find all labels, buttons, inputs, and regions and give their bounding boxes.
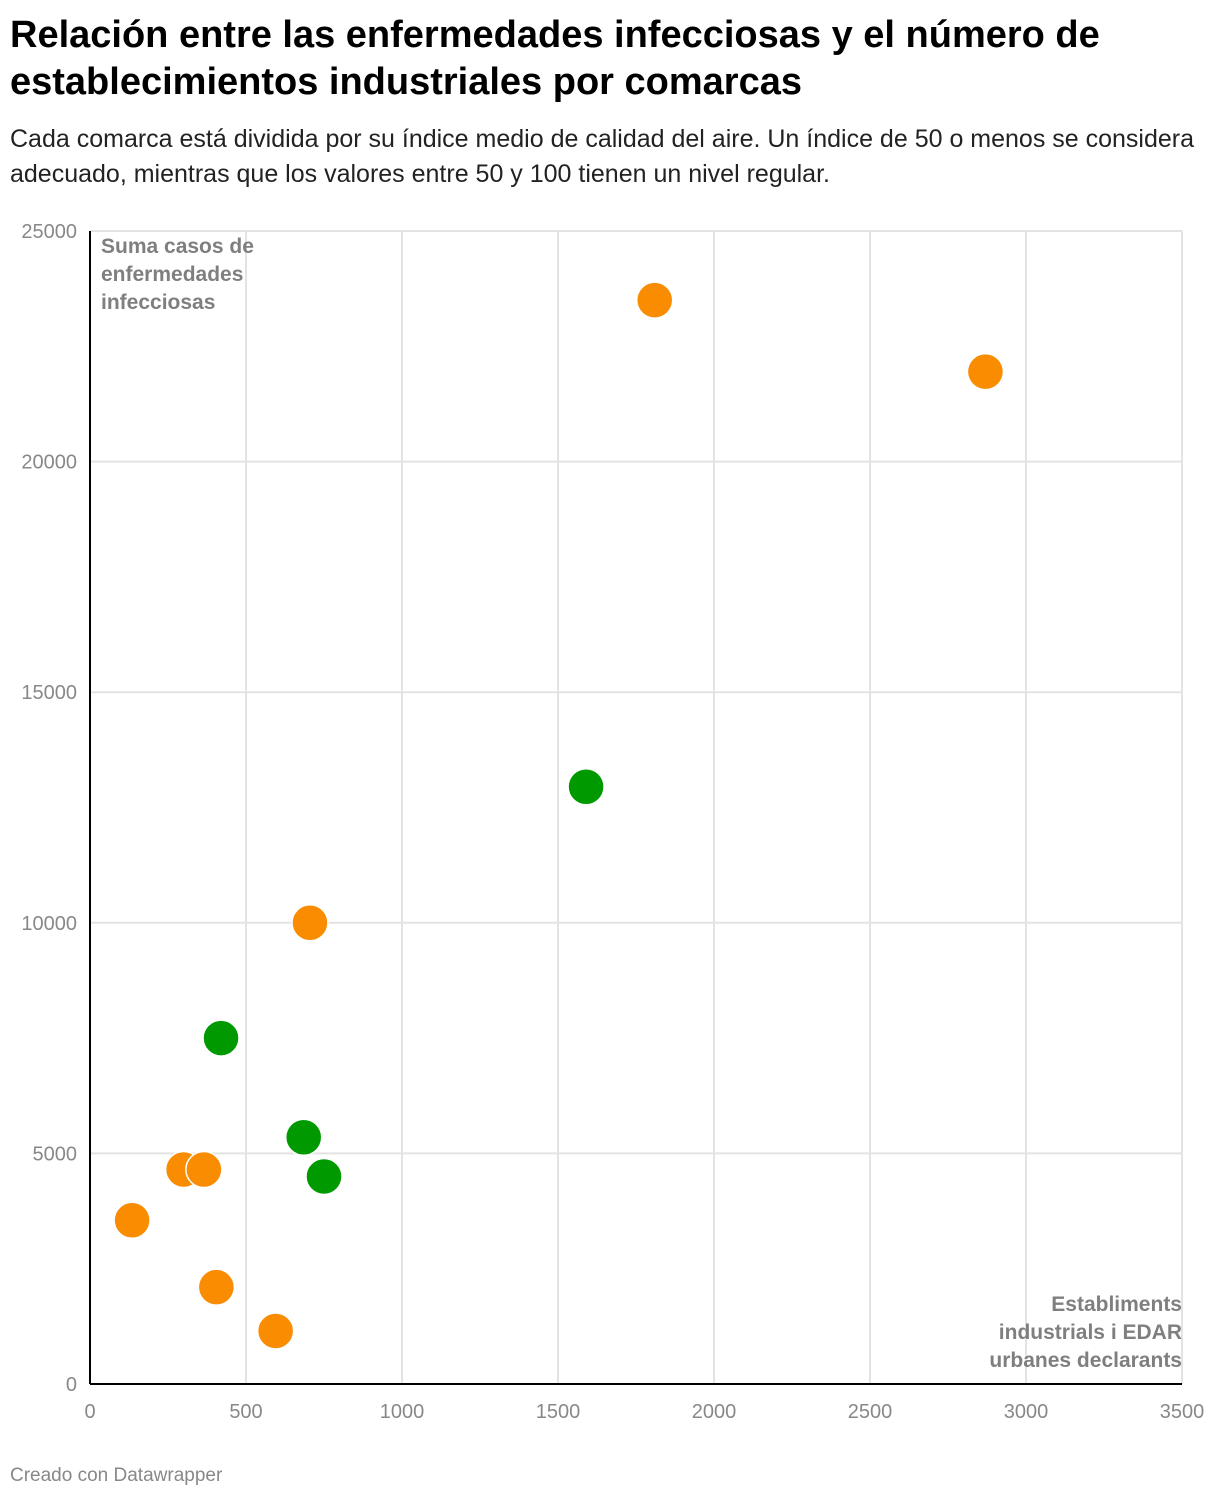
scatter-chart: 0 500 1000 1500 2000 2500 3000 3500 0 5000 10000 15… [21,221,1204,1423]
x-tick-label: 3000 [1004,1401,1049,1423]
x-tick-label: 0 [84,1401,95,1423]
data-point-adecuado [202,1019,240,1057]
x-axis-label-line: Establiments [1051,1293,1182,1316]
grid-layer [90,230,1183,1384]
data-point-adecuado [305,1157,343,1196]
data-point-regular [966,352,1005,391]
y-axis-label-line: enfermedades [101,263,243,286]
x-axis-label-line: industrials i EDAR [999,1321,1182,1344]
y-tick-label: 15000 [21,682,77,704]
x-tick-label: 2500 [848,1401,893,1423]
x-axis-label-line: urbanes declarants [989,1349,1182,1372]
x-tick-label: 1500 [536,1401,581,1423]
chart-header: Relación entre las enfermedades infeccio… [10,12,1210,192]
y-tick-label: 0 [66,1374,77,1396]
data-point-regular [635,281,674,319]
x-tick-label: 3500 [1160,1401,1205,1423]
footer-credit: Creado con Datawrapper [10,1465,223,1486]
y-tick-label: 10000 [21,913,77,935]
y-tick-label: 25000 [21,221,77,243]
axis-label-layer: Suma casos de enfermedades infecciosas Esta… [101,235,1182,1372]
data-point-layer [113,281,1005,1350]
y-axis-label-line: Suma casos de [101,235,254,258]
data-point-regular [291,904,329,942]
y-tick-label: 20000 [21,452,77,474]
x-tick-label: 2000 [692,1401,737,1423]
data-point-adecuado [567,767,605,806]
chart-subtitle: Cada comarca está dividida por su índice… [10,125,1195,188]
data-point-regular [185,1150,223,1189]
axis-layer: 0 500 1000 1500 2000 2500 3000 3500 0 5000 10000 15… [21,221,1204,1423]
chart-title: Relación entre las enfermedades infeccio… [10,14,1100,103]
y-axis-label-line: infecciosas [101,291,215,314]
x-tick-label: 500 [229,1401,262,1423]
data-point-regular [197,1268,236,1306]
y-tick-label: 5000 [33,1143,78,1165]
x-tick-label: 1000 [380,1401,425,1423]
data-point-regular [113,1201,151,1240]
data-point-regular [256,1312,295,1350]
data-point-adecuado [284,1118,323,1157]
